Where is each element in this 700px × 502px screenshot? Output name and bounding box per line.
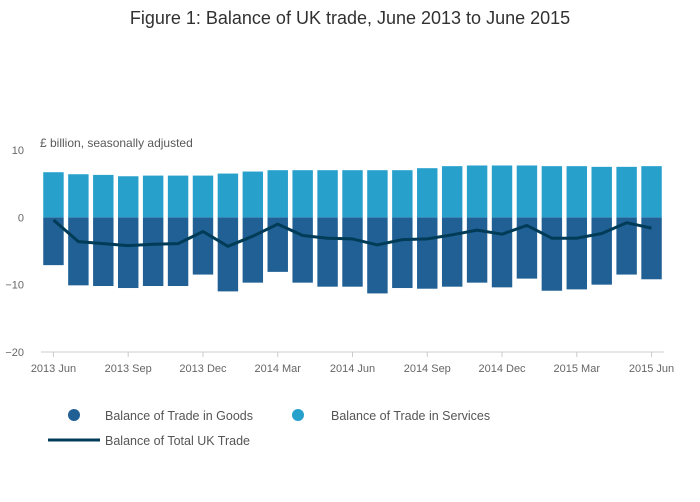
services-bar <box>167 175 189 218</box>
y-axis-unit-label: £ billion, seasonally adjusted <box>40 136 193 150</box>
legend-total-label: Balance of Total UK Trade <box>105 434 250 448</box>
goods-bar <box>292 217 313 283</box>
services-bar <box>342 170 363 218</box>
y-tick-label: −20 <box>5 347 24 359</box>
goods-bar <box>541 217 563 291</box>
services-bar <box>367 170 388 218</box>
goods-bar <box>267 217 288 272</box>
legend: Balance of Trade in Goods Balance of Tra… <box>48 409 490 448</box>
x-tick-label: 2013 Sep <box>105 363 152 375</box>
services-bar <box>142 175 164 218</box>
legend-goods-marker <box>68 409 80 421</box>
x-tick-label: 2015 Jun <box>629 363 674 375</box>
x-tick-label: 2014 Dec <box>478 363 526 375</box>
services-bar <box>192 175 214 218</box>
goods-bar <box>566 217 587 290</box>
goods-bar <box>367 217 388 294</box>
services-bar <box>591 166 612 218</box>
goods-bar <box>491 217 513 288</box>
services-bar <box>641 166 662 218</box>
goods-bar <box>118 217 139 289</box>
goods-bar <box>43 217 64 266</box>
services-bar <box>541 166 563 218</box>
goods-bar <box>466 217 488 283</box>
bars <box>43 165 662 294</box>
goods-bar <box>616 217 637 275</box>
total-trade-line-layer <box>52 218 652 248</box>
x-tick-label: 2014 Mar <box>254 363 301 375</box>
services-bar <box>267 170 288 218</box>
services-bar <box>466 165 488 218</box>
x-tick-label: 2014 Sep <box>404 363 451 375</box>
services-bar <box>217 173 239 218</box>
y-tick-label: 0 <box>18 212 24 224</box>
services-bar <box>392 170 413 218</box>
x-tick-label: 2013 Jun <box>31 363 76 375</box>
services-bar <box>566 166 587 218</box>
legend-services-label: Balance of Trade in Services <box>331 409 490 423</box>
services-bar <box>118 176 139 218</box>
y-axis: 10 0 −10 −20 <box>5 145 24 359</box>
chart-title: Figure 1: Balance of UK trade, June 2013… <box>130 8 570 28</box>
legend-services-marker <box>292 409 304 421</box>
services-bar <box>93 174 114 218</box>
total-trade-line <box>52 218 652 248</box>
goods-bar <box>591 217 612 285</box>
goods-bar <box>392 217 413 289</box>
services-bar <box>441 166 463 218</box>
goods-bar <box>192 217 214 275</box>
goods-bar <box>167 217 189 287</box>
goods-bar <box>641 217 662 280</box>
goods-bar <box>93 217 114 287</box>
x-tick-label: 2014 Jun <box>330 363 375 375</box>
services-bar <box>317 170 338 218</box>
goods-bar <box>342 217 363 287</box>
goods-bar <box>317 217 338 287</box>
services-bar <box>292 170 313 218</box>
services-bar <box>68 174 89 218</box>
goods-bar <box>142 217 164 287</box>
services-bar <box>417 168 438 218</box>
goods-bar <box>217 217 239 292</box>
goods-bar <box>516 217 538 279</box>
y-tick-label: 10 <box>12 145 24 157</box>
goods-bar <box>441 217 463 287</box>
services-bar <box>43 172 64 218</box>
goods-bar <box>242 217 264 283</box>
services-bar <box>516 165 538 218</box>
x-tick-label: 2013 Dec <box>179 363 227 375</box>
legend-goods-label: Balance of Trade in Goods <box>105 409 253 423</box>
x-axis: 2013 Jun 2013 Sep 2013 Dec 2014 Mar 2014 Jun… <box>31 351 674 375</box>
services-bar <box>242 171 264 218</box>
services-bar <box>616 166 637 218</box>
goods-bar <box>417 217 438 289</box>
y-tick-label: −10 <box>5 280 24 292</box>
goods-bar <box>68 217 89 286</box>
services-bar <box>491 165 513 218</box>
x-tick-label: 2015 Mar <box>554 363 601 375</box>
